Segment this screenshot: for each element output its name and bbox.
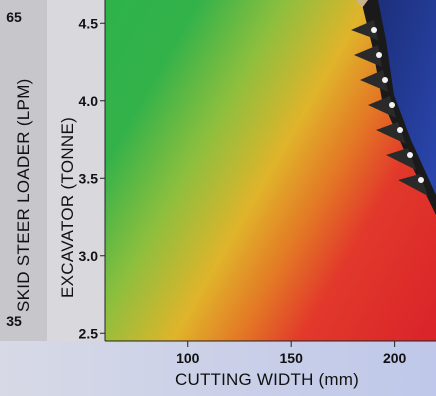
x-tick-label: 200: [383, 350, 407, 366]
excavator-tick-label: 3.0: [79, 248, 99, 264]
skid-steer-tick-label: 65: [6, 9, 22, 25]
skid-steer-axis-title: SKID STEER LOADER (LPM): [14, 78, 33, 312]
cutter-wheel-photo: [351, 0, 436, 215]
excavator-tick-label: 4.5: [79, 15, 99, 31]
x-tick-label: 100: [176, 350, 200, 366]
x-tick-label: 150: [280, 350, 304, 366]
excavator-axis-title: EXCAVATOR (TONNE): [58, 116, 77, 298]
excavator-tick-label: 3.5: [79, 170, 99, 186]
skid-steer-tick-label: 35: [6, 313, 22, 329]
skid-steer-axis-panel: [0, 0, 47, 341]
x-axis-panel: [0, 341, 436, 396]
x-axis-title: CUTTING WIDTH (mm): [175, 370, 359, 389]
excavator-tick-label: 2.5: [79, 325, 99, 341]
excavator-tick-label: 4.0: [79, 93, 99, 109]
